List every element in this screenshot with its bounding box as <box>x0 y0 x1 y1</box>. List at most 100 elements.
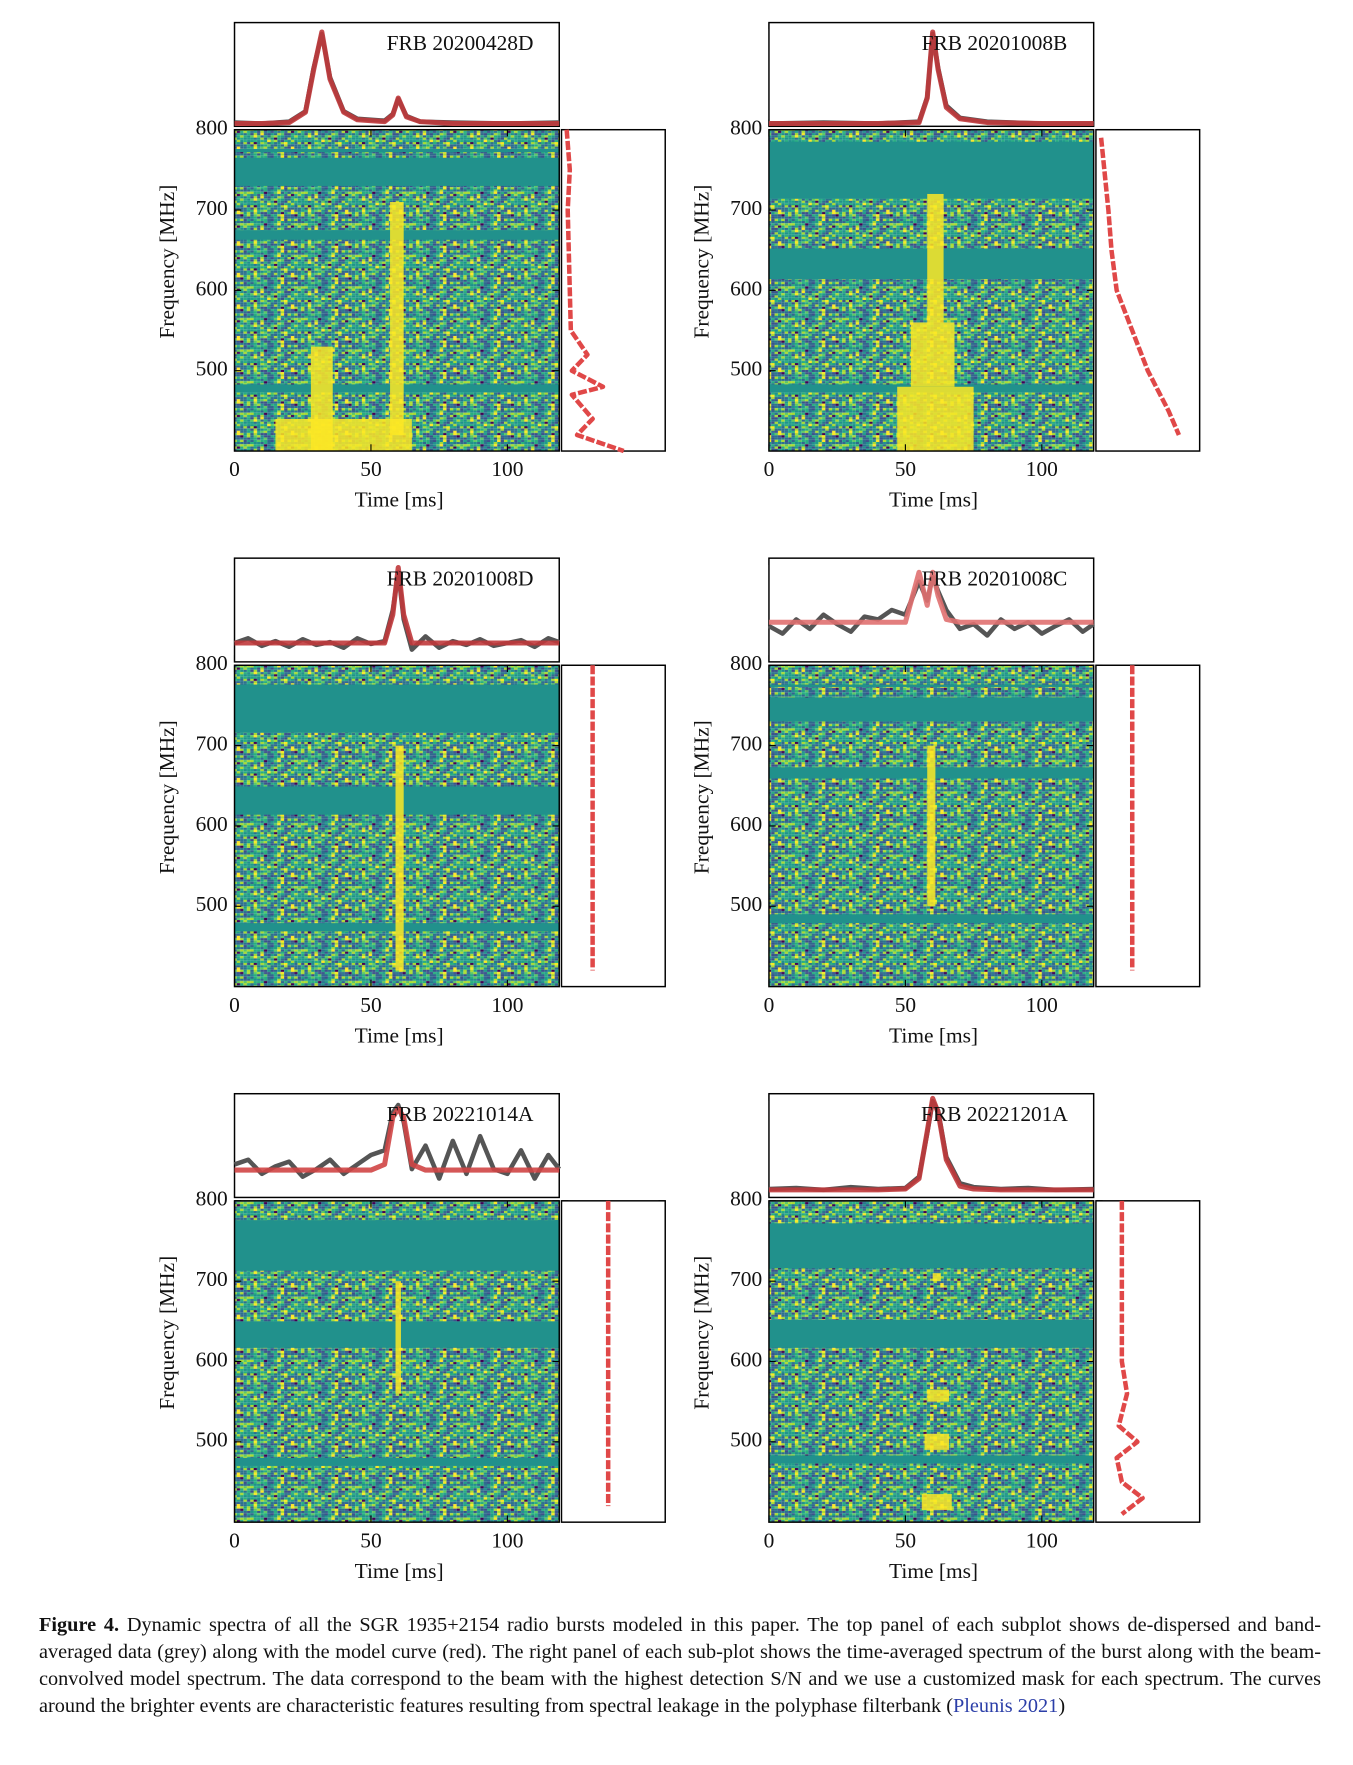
spectrum-frame <box>1095 664 1201 988</box>
spectrum-frame <box>560 664 666 988</box>
y-tick-label: 700 <box>730 196 762 220</box>
y-tick-label: 600 <box>196 812 228 836</box>
masked-band <box>768 914 1094 924</box>
x-tick-label: 100 <box>1026 457 1058 481</box>
y-tick-label: 700 <box>196 732 228 756</box>
subplot: 0 50 100 500 600 700 800 Time [ms] Frequency [MH… <box>155 557 666 1047</box>
burst <box>395 1281 401 1394</box>
subplot: 0 50 100 500 600 700 800 Time [ms] Frequency [MH… <box>689 557 1201 1047</box>
burst <box>927 745 936 907</box>
y-tick-label: 500 <box>730 1428 762 1452</box>
masked-band <box>234 1220 560 1271</box>
y-tick-label: 700 <box>196 196 228 220</box>
x-tick-label: 100 <box>491 993 523 1017</box>
masked-band <box>234 148 560 153</box>
x-tick-label: 0 <box>229 993 240 1017</box>
profile-model-line <box>768 569 1094 625</box>
masked-band <box>768 684 1094 687</box>
y-axis-label: Frequency [MHz] <box>689 185 713 339</box>
y-tick-label: 500 <box>730 357 762 381</box>
subplot: 0 50 100 500 600 700 800 Time [ms] Frequency [MH… <box>689 21 1201 512</box>
panel-title: FRB 20200428D <box>387 31 534 55</box>
x-tick-label: 0 <box>764 1528 775 1552</box>
x-tick-label: 100 <box>1026 993 1058 1017</box>
y-tick-label: 600 <box>730 812 762 836</box>
profile-model-line <box>234 1106 560 1173</box>
y-tick-label: 600 <box>730 1347 762 1371</box>
panel-title: FRB 20221201A <box>921 1102 1068 1126</box>
panel-title: FRB 20221014A <box>387 1102 534 1126</box>
burst <box>927 193 944 323</box>
panel-title: FRB 20201008B <box>922 31 1068 55</box>
caption-text: Dynamic spectra of all the SGR 1935+2154… <box>39 1614 1321 1717</box>
x-axis-label: Time [ms] <box>889 488 978 512</box>
y-tick-label: 600 <box>196 1347 228 1371</box>
x-tick-label: 50 <box>360 457 381 481</box>
y-tick-label: 500 <box>196 357 228 381</box>
y-tick-label: 600 <box>196 276 228 300</box>
burst <box>927 1389 950 1402</box>
x-tick-label: 50 <box>895 993 916 1017</box>
x-tick-label: 50 <box>895 457 916 481</box>
masked-band <box>768 1319 1094 1348</box>
subplot: 0 50 100 500 600 700 800 Time [ms] Frequency [MH… <box>689 1092 1201 1583</box>
caption: Figure 4. Dynamic spectra of all the SGR… <box>39 1612 1321 1720</box>
panel-title: FRB 20201008C <box>922 567 1068 591</box>
spectrum-model-line <box>1114 1200 1145 1516</box>
y-tick-label: 800 <box>730 116 762 140</box>
x-tick-label: 50 <box>895 1528 916 1552</box>
burst <box>924 1433 950 1450</box>
y-axis-label: Frequency [MHz] <box>155 1256 179 1410</box>
y-axis-label: Frequency [MHz] <box>689 1256 713 1410</box>
masked-band <box>234 1457 560 1466</box>
profile-model-line <box>768 1095 1094 1193</box>
spectrum-frame <box>1095 128 1201 452</box>
profile-frame <box>768 557 1095 663</box>
citation-link[interactable]: Pleunis 2021 <box>952 1695 1059 1717</box>
spectrum-model-line <box>1098 137 1181 436</box>
x-tick-label: 50 <box>360 993 381 1017</box>
y-tick-label: 700 <box>196 1267 228 1291</box>
burst <box>275 418 412 452</box>
y-tick-label: 800 <box>196 116 228 140</box>
x-axis-label: Time [ms] <box>889 1023 978 1047</box>
burst <box>390 202 404 435</box>
x-tick-label: 0 <box>764 457 775 481</box>
masked-band <box>768 141 1094 199</box>
burst <box>910 322 955 387</box>
caption-label: Figure 4. <box>39 1614 120 1636</box>
burst <box>932 1273 941 1282</box>
x-tick-label: 0 <box>229 457 240 481</box>
masked-band <box>768 1455 1094 1464</box>
burst <box>897 386 974 452</box>
y-tick-label: 700 <box>730 1267 762 1291</box>
spectrum-frame <box>1095 1200 1201 1523</box>
y-axis-label: Frequency [MHz] <box>689 720 713 874</box>
x-axis-label: Time [ms] <box>355 1023 444 1047</box>
panel-title: FRB 20201008D <box>387 567 534 591</box>
x-tick-label: 100 <box>491 1528 523 1552</box>
x-tick-label: 100 <box>491 457 523 481</box>
subplot: 0 50 100 500 600 700 800 Time [ms] Frequency [MH… <box>155 21 666 512</box>
x-tick-label: 50 <box>360 1528 381 1552</box>
spectrum-model-line <box>564 129 625 454</box>
profile-model-line <box>768 29 1094 127</box>
y-tick-label: 800 <box>196 651 228 675</box>
y-tick-label: 500 <box>196 1428 228 1452</box>
caption-end: ) <box>1058 1695 1066 1717</box>
y-axis-label: Frequency [MHz] <box>155 720 179 874</box>
masked-band <box>234 684 560 733</box>
masked-band <box>234 157 560 186</box>
spectrum-frame <box>560 128 666 452</box>
burst <box>395 745 404 971</box>
y-tick-label: 500 <box>730 892 762 916</box>
x-tick-label: 0 <box>764 993 775 1017</box>
y-tick-label: 600 <box>730 276 762 300</box>
y-tick-label: 800 <box>730 651 762 675</box>
profile-model-line <box>234 565 560 646</box>
x-tick-label: 100 <box>1026 1528 1058 1552</box>
masked-band <box>768 697 1094 722</box>
x-axis-label: Time [ms] <box>355 488 444 512</box>
x-tick-label: 0 <box>229 1528 240 1552</box>
